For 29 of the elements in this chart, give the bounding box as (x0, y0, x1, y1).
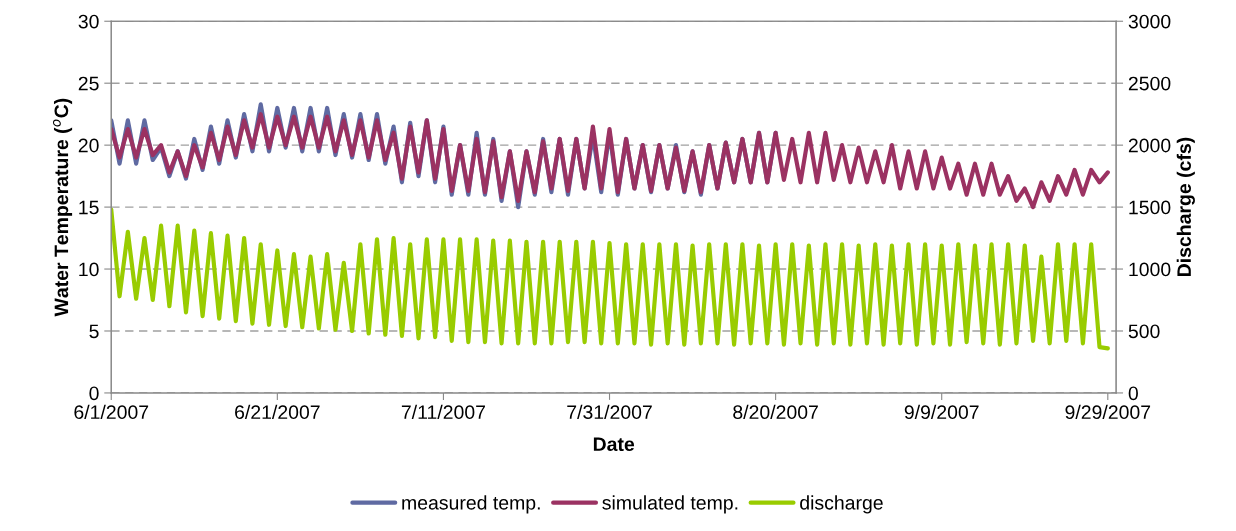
legend-label: simulated temp. (602, 495, 738, 514)
legend-label: measured temp. (402, 495, 540, 514)
y-tick-label: 5 (89, 324, 99, 339)
legend-label: discharge (800, 495, 883, 514)
line-series (111, 207, 1110, 351)
x-axis-title: Date (593, 437, 635, 452)
y2-tick-label: 1000 (1129, 262, 1171, 277)
y-tick-label: 30 (78, 14, 99, 29)
x-tick-label: 7/11/2007 (401, 404, 485, 420)
y2-tick-label: 2000 (1128, 138, 1171, 153)
y2-tick-label: 1500 (1129, 200, 1171, 215)
y2-tick-label: 500 (1128, 324, 1160, 339)
x-tick-label: 6/21/2007 (235, 404, 320, 420)
y-tick-label: 0 (89, 386, 99, 401)
x-tick-label: 9/9/2007 (904, 404, 979, 420)
x-tick-label: 7/31/2007 (567, 404, 652, 420)
y-tick-label: 10 (79, 262, 99, 277)
x-tick-label: 9/29/2007 (1065, 404, 1151, 420)
y-tick-label: 20 (78, 138, 99, 153)
y2-tick-label: 3000 (1128, 14, 1171, 29)
x-tick-label: 6/1/2007 (74, 404, 149, 420)
y-axis-title: Water Temperature ($^{o}$C) (53, 98, 73, 317)
line-series (111, 112, 1110, 210)
y2-tick-label: 0 (1128, 386, 1138, 401)
x-tick-label: 8/20/2007 (733, 404, 818, 420)
y-tick-label: 25 (78, 76, 99, 91)
y2-tick-label: 2500 (1128, 76, 1171, 91)
y2-axis-title: Discharge (cfs) (1176, 137, 1195, 277)
y-tick-label: 15 (79, 200, 99, 215)
